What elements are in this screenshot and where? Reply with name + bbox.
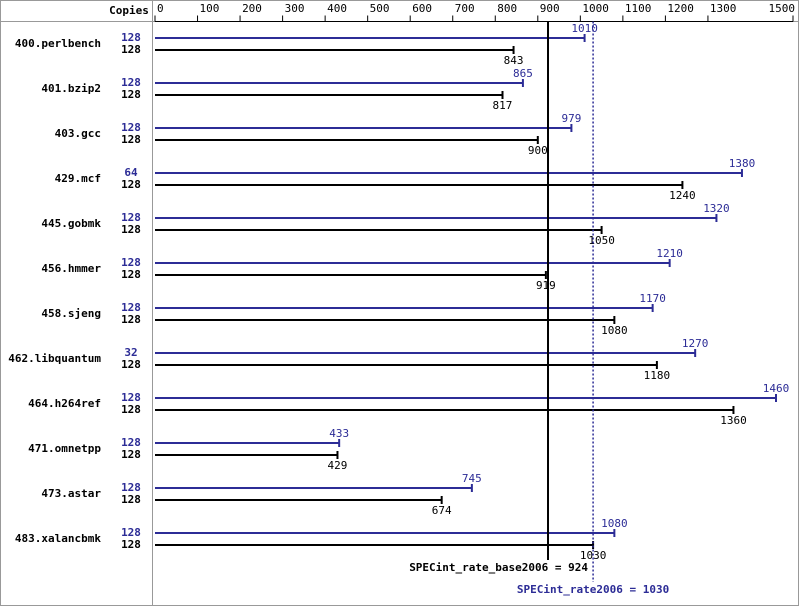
x-tick-label: 600 bbox=[412, 2, 432, 15]
benchmark-label: 403.gcc bbox=[55, 127, 101, 140]
value-label: 1210 bbox=[656, 247, 683, 260]
benchmark-label: 445.gobmk bbox=[41, 217, 101, 230]
copies-label: 128 bbox=[121, 301, 141, 314]
copies-label: 128 bbox=[121, 133, 141, 146]
copies-label: 128 bbox=[121, 88, 141, 101]
copies-header: Copies bbox=[109, 4, 149, 17]
copies-label: 128 bbox=[121, 256, 141, 269]
benchmark-label: 400.perlbench bbox=[15, 37, 101, 50]
copies-label: 128 bbox=[121, 178, 141, 191]
x-tick-label: 200 bbox=[242, 2, 262, 15]
value-label: 1170 bbox=[639, 292, 666, 305]
copies-label: 128 bbox=[121, 538, 141, 551]
copies-label: 128 bbox=[121, 493, 141, 506]
value-label: 1080 bbox=[601, 517, 628, 530]
x-tick-label: 400 bbox=[327, 2, 347, 15]
benchmark-label: 456.hmmer bbox=[41, 262, 101, 275]
x-tick-label: 1100 bbox=[625, 2, 652, 15]
value-label: 674 bbox=[432, 504, 452, 517]
copies-label: 128 bbox=[121, 403, 141, 416]
copies-label: 128 bbox=[121, 76, 141, 89]
x-tick-label: 700 bbox=[455, 2, 475, 15]
reference-label: SPECint_rate_base2006 = 924 bbox=[409, 561, 588, 574]
copies-label: 128 bbox=[121, 436, 141, 449]
reference-label: SPECint_rate2006 = 1030 bbox=[517, 583, 669, 596]
benchmark-label: 483.xalancbmk bbox=[15, 532, 101, 545]
x-tick-label: 1300 bbox=[710, 2, 737, 15]
benchmark-label: 462.libquantum bbox=[8, 352, 101, 365]
copies-label: 128 bbox=[121, 313, 141, 326]
value-label: 745 bbox=[462, 472, 482, 485]
copies-label: 64 bbox=[124, 166, 138, 179]
value-label: 865 bbox=[513, 67, 533, 80]
value-label: 1460 bbox=[763, 382, 790, 395]
copies-label: 128 bbox=[121, 268, 141, 281]
x-tick-label: 900 bbox=[540, 2, 560, 15]
copies-label: 128 bbox=[121, 43, 141, 56]
x-tick-label: 800 bbox=[497, 2, 517, 15]
x-tick-label: 1000 bbox=[582, 2, 609, 15]
benchmark-label: 473.astar bbox=[41, 487, 101, 500]
x-tick-label: 0 bbox=[157, 2, 164, 15]
copies-label: 128 bbox=[121, 526, 141, 539]
value-label: 1050 bbox=[588, 234, 615, 247]
benchmark-label: 471.omnetpp bbox=[28, 442, 101, 455]
value-label: 817 bbox=[493, 99, 513, 112]
copies-label: 128 bbox=[121, 448, 141, 461]
value-label: 900 bbox=[528, 144, 548, 157]
copies-label: 32 bbox=[124, 346, 137, 359]
x-tick-label: 1500 bbox=[769, 2, 796, 15]
copies-label: 128 bbox=[121, 391, 141, 404]
value-label: 1360 bbox=[720, 414, 747, 427]
benchmark-label: 458.sjeng bbox=[41, 307, 101, 320]
value-label: 429 bbox=[328, 459, 348, 472]
value-label: 979 bbox=[561, 112, 581, 125]
x-tick-label: 300 bbox=[285, 2, 305, 15]
copies-label: 128 bbox=[121, 121, 141, 134]
copies-label: 128 bbox=[121, 481, 141, 494]
value-label: 1320 bbox=[703, 202, 730, 215]
value-label: 1380 bbox=[729, 157, 756, 170]
value-label: 1010 bbox=[571, 22, 598, 35]
copies-label: 128 bbox=[121, 358, 141, 371]
value-label: 1270 bbox=[682, 337, 709, 350]
benchmark-label: 429.mcf bbox=[55, 172, 101, 185]
copies-label: 128 bbox=[121, 211, 141, 224]
x-tick-label: 100 bbox=[200, 2, 220, 15]
value-label: 919 bbox=[536, 279, 556, 292]
value-label: 1180 bbox=[644, 369, 671, 382]
copies-label: 128 bbox=[121, 31, 141, 44]
x-tick-label: 1200 bbox=[667, 2, 694, 15]
value-label: 1080 bbox=[601, 324, 628, 337]
x-tick-label: 500 bbox=[370, 2, 390, 15]
copies-label: 128 bbox=[121, 223, 141, 236]
value-label: 843 bbox=[504, 54, 524, 67]
benchmark-label: 401.bzip2 bbox=[41, 82, 101, 95]
value-label: 1240 bbox=[669, 189, 696, 202]
value-label: 433 bbox=[329, 427, 349, 440]
benchmark-label: 464.h264ref bbox=[28, 397, 101, 410]
